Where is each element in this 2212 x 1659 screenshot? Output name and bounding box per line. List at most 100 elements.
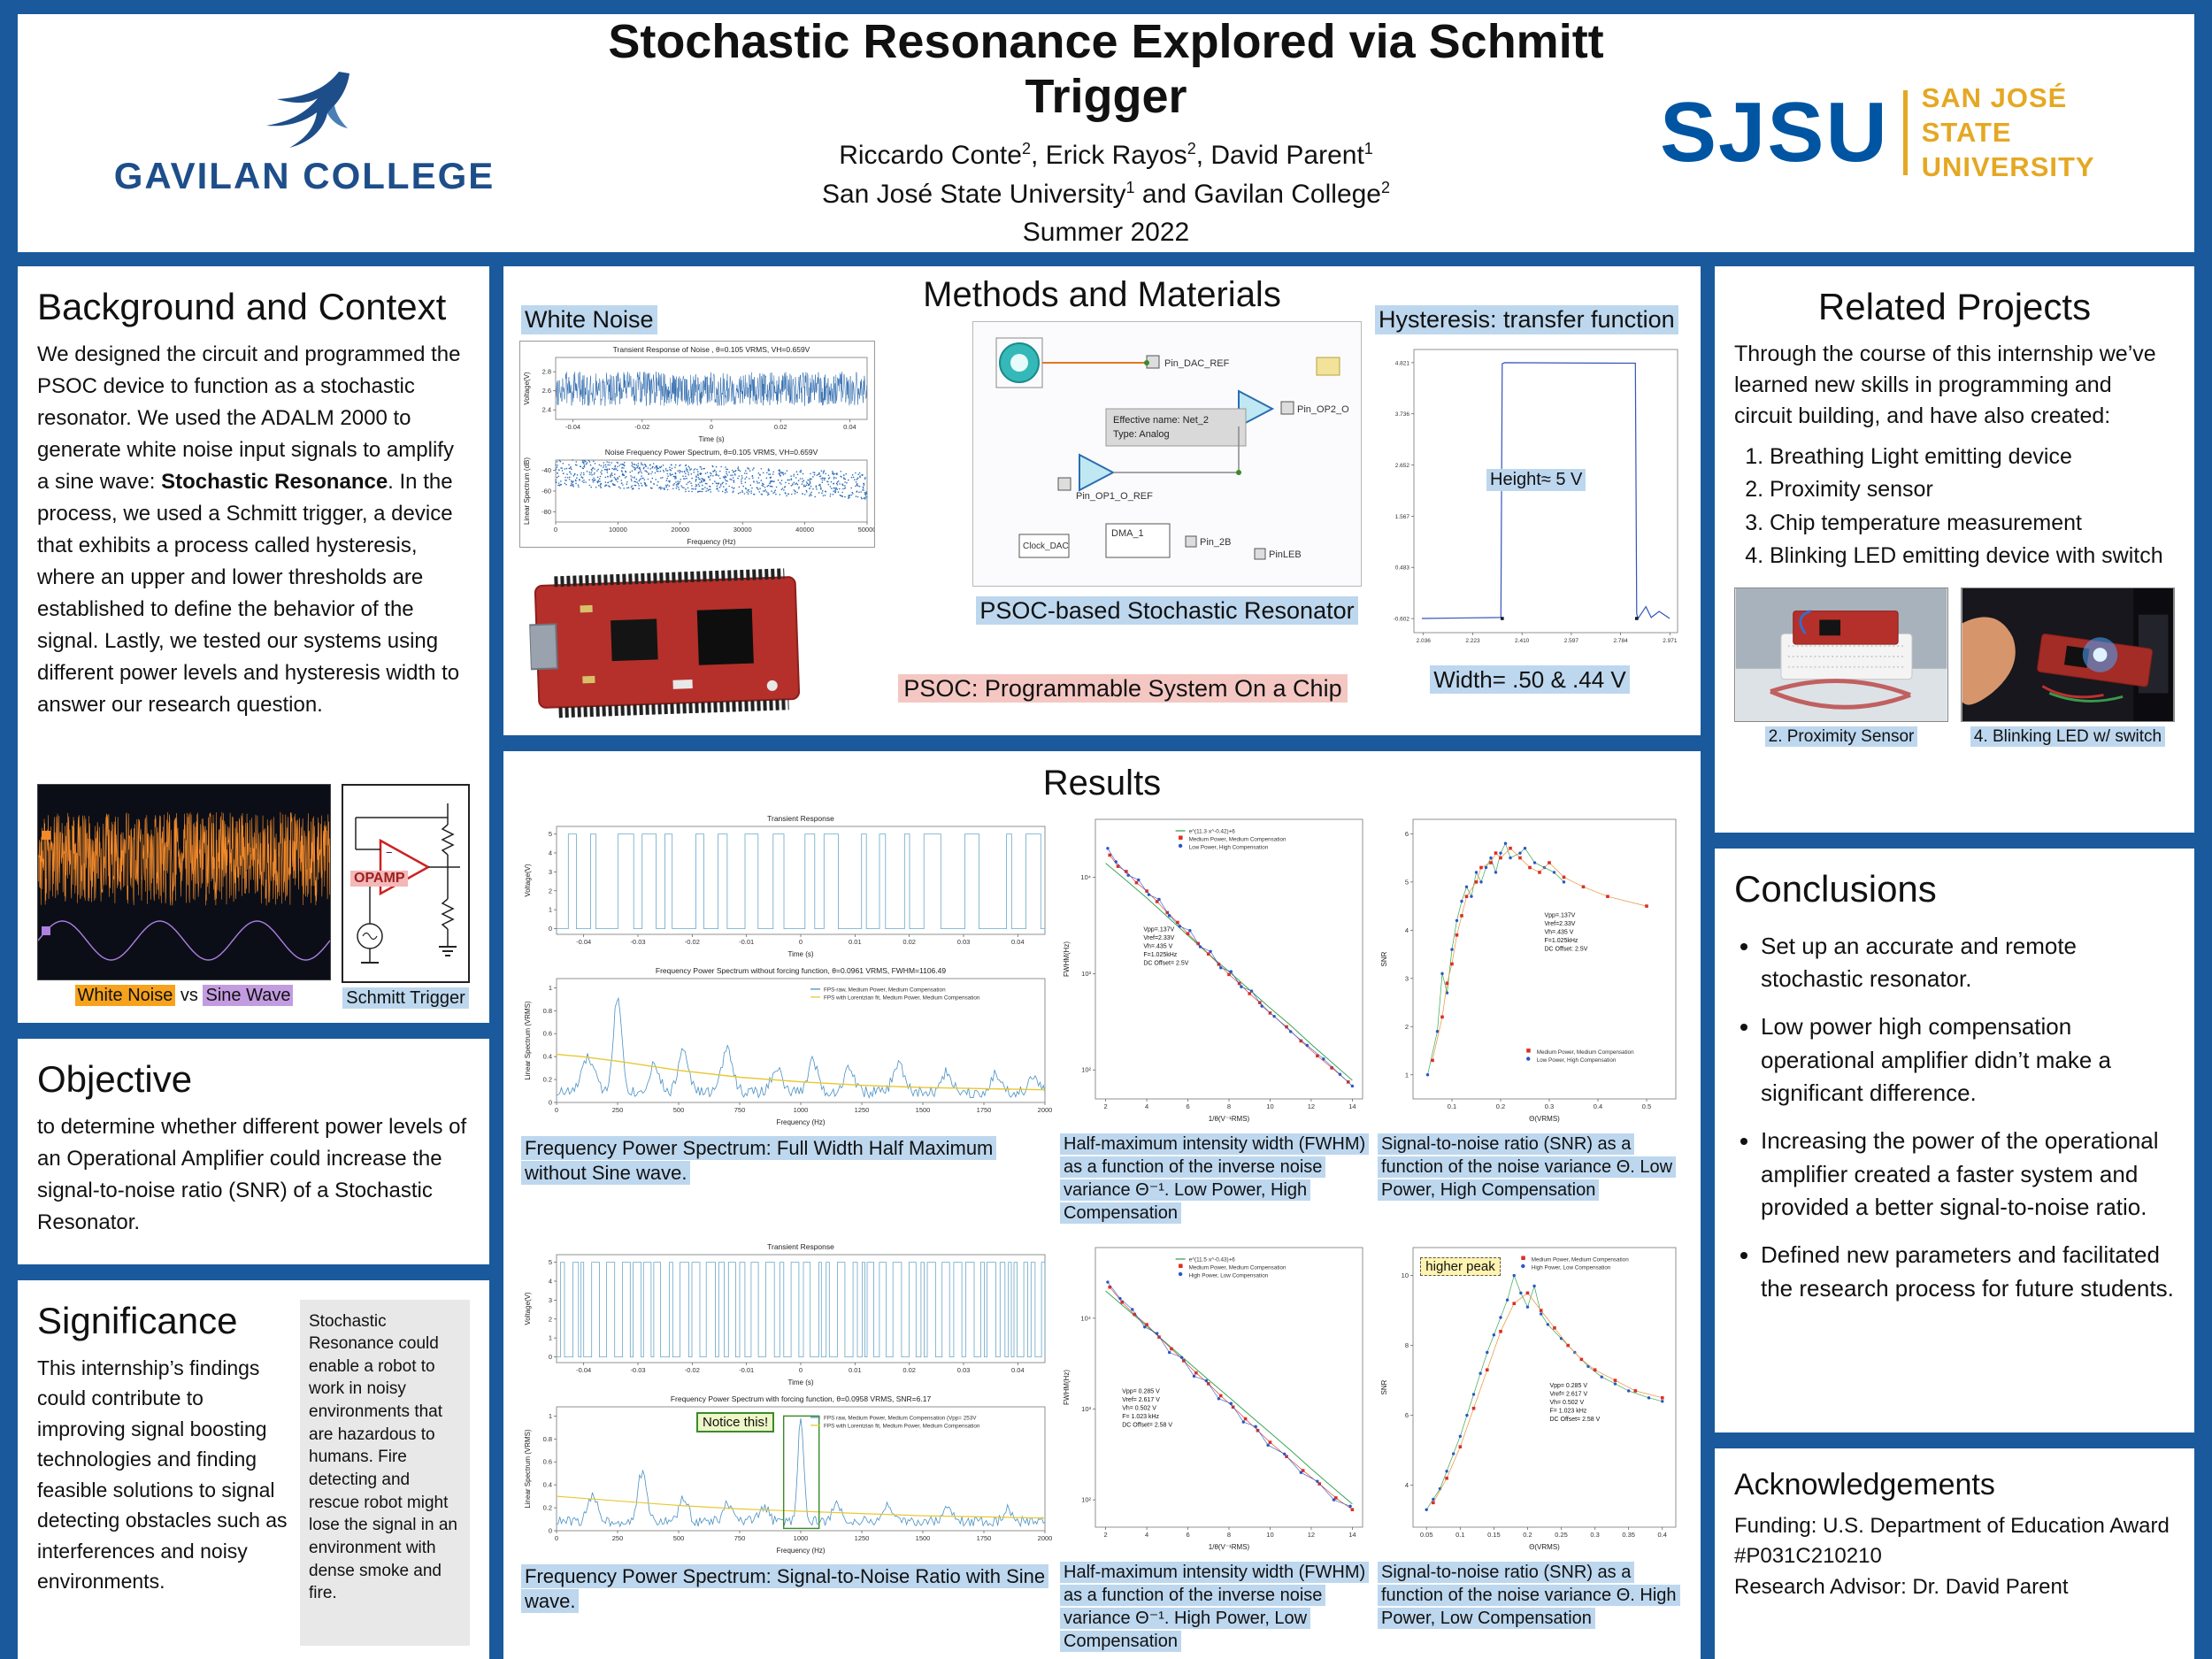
poster-columns: Background and Context We designed the c… xyxy=(18,265,2194,1659)
svg-text:1250: 1250 xyxy=(855,1534,870,1542)
svg-text:0.05: 0.05 xyxy=(1420,1531,1433,1539)
sjsu-logo: SJSU SAN JOSÉ STATE UNIVERSITY xyxy=(1660,81,2155,184)
svg-text:0.01: 0.01 xyxy=(849,1366,862,1374)
advisor-line: Research Advisor: Dr. David Parent xyxy=(1734,1575,2069,1600)
svg-text:2.4: 2.4 xyxy=(542,405,551,413)
svg-text:-0.03: -0.03 xyxy=(630,938,645,946)
conclusion-item-2: Low power high compensation operational … xyxy=(1761,1010,2175,1110)
title-block: Stochastic Resonance Explored via Schmit… xyxy=(577,14,1635,252)
svg-text:2: 2 xyxy=(1104,1102,1108,1110)
schematic-pin-op2-label: Pin_OP2_O xyxy=(1297,404,1349,415)
svg-text:10³: 10³ xyxy=(1081,969,1091,977)
background-heading: Background and Context xyxy=(37,285,447,327)
svg-text:Vref= 2.617 V: Vref= 2.617 V xyxy=(1122,1396,1160,1402)
svg-text:Vh=.435 V: Vh=.435 V xyxy=(1143,943,1172,949)
svg-text:2: 2 xyxy=(1104,1531,1108,1539)
svg-text:Medium Power, Medium Compensat: Medium Power, Medium Compensation xyxy=(1189,836,1286,842)
white-noise-figure: -0.04 -0.02 0 0.02 0.04 2.4 2.6 2.8 Transient Re… xyxy=(519,340,875,548)
svg-text:2.8: 2.8 xyxy=(542,367,551,375)
svg-text:-0.04: -0.04 xyxy=(565,423,580,431)
svg-text:Vpp= 0.285 V: Vpp= 0.285 V xyxy=(1549,1383,1587,1389)
svg-text:4.821: 4.821 xyxy=(1395,360,1410,366)
svg-text:e^(11.3·x^-0.42)+6: e^(11.3·x^-0.42)+6 xyxy=(1189,828,1236,834)
svg-text:0.8: 0.8 xyxy=(543,1434,552,1442)
svg-text:5: 5 xyxy=(1405,878,1409,886)
schmitt-trigger-figure: − + xyxy=(342,783,470,1009)
svg-text:0.4: 0.4 xyxy=(1658,1531,1667,1539)
svg-text:1000: 1000 xyxy=(794,1106,809,1114)
svg-text:1: 1 xyxy=(549,905,552,913)
svg-text:F=1.025kHz: F=1.025kHz xyxy=(1545,938,1578,944)
caption-spectrum-sine: Frequency Power Spectrum: Signal-to-Nois… xyxy=(521,1563,1052,1615)
svg-text:12: 12 xyxy=(1308,1102,1315,1110)
caption-snr-high: Signal-to-noise ratio (SNR) as a functio… xyxy=(1378,1561,1683,1630)
svg-text:40000: 40000 xyxy=(795,526,814,534)
proximity-sensor-caption: 2. Proximity Sensor xyxy=(1764,726,1918,747)
svg-text:1: 1 xyxy=(549,1333,552,1341)
objective-panel: Objective to determine whether different… xyxy=(18,1038,489,1264)
caption-fwhm-high: Half-maximum intensity width (FWHM) as a… xyxy=(1060,1561,1370,1653)
svg-text:2.597: 2.597 xyxy=(1564,638,1579,644)
svg-text:F= 1.023 kHz: F= 1.023 kHz xyxy=(1122,1413,1159,1419)
svg-text:Voltage(V): Voltage(V) xyxy=(524,1291,532,1325)
svg-text:0: 0 xyxy=(549,1098,552,1106)
opamp-label: OPAMP xyxy=(350,870,409,887)
svg-text:1: 1 xyxy=(549,1411,552,1419)
svg-text:Frequency (Hz): Frequency (Hz) xyxy=(776,1118,825,1126)
related-photos: 2. Proximity Sensor xyxy=(1734,587,2175,747)
methods-panel: Methods and Materials White Noise -0.04-… xyxy=(503,265,1701,735)
svg-text:1500: 1500 xyxy=(916,1106,931,1114)
svg-text:3: 3 xyxy=(549,867,552,875)
snr-chart-2: higher peak 0.05 0.1 0.15 0.2 0.25 0.3 0.35 0.4… xyxy=(1378,1238,1683,1552)
svg-text:Time (s): Time (s) xyxy=(698,435,724,443)
sjsu-acronym: SJSU xyxy=(1660,85,1889,180)
svg-text:0.04: 0.04 xyxy=(1011,938,1025,946)
svg-text:5: 5 xyxy=(549,830,552,838)
schematic-dma-label: DMA_1 xyxy=(1111,528,1144,539)
svg-text:250: 250 xyxy=(612,1106,624,1114)
schematic-pin2b-label: Pin_2B xyxy=(1200,537,1231,548)
results-fig-snr-high: higher peak 0.05 0.1 0.15 0.2 0.25 0.3 0.35 0.4… xyxy=(1378,1238,1683,1653)
svg-text:High Power, Low Compensation: High Power, Low Compensation xyxy=(1189,1272,1269,1279)
svg-text:0: 0 xyxy=(549,925,552,933)
svg-text:2.410: 2.410 xyxy=(1515,638,1530,644)
svg-text:30000: 30000 xyxy=(733,526,752,534)
svg-text:1500: 1500 xyxy=(916,1534,931,1542)
blinking-led-photo xyxy=(1961,587,2175,722)
white-noise-label: White Noise xyxy=(521,304,657,334)
gavilan-logo-text: GAVILAN COLLEGE xyxy=(113,155,495,197)
related-item-2: Proximity sensor xyxy=(1770,473,2175,507)
funding-line: Funding: U.S. Department of Education Aw… xyxy=(1734,1513,2170,1569)
svg-text:0: 0 xyxy=(799,938,803,946)
higher-peak-annotation: higher peak xyxy=(1420,1256,1501,1276)
background-figures: White Noise vs Sine Wave − + xyxy=(37,783,470,1009)
svg-text:Vh=.435 V: Vh=.435 V xyxy=(1545,929,1574,935)
results-fig-fwhm-high: 2 4 6 8 10 12 14 10² 10³ 10⁴ 1/θ(V⁻¹RMS) FWHM(Hz) Vp… xyxy=(1060,1238,1370,1653)
conclusion-item-3: Increasing the power of the operational … xyxy=(1761,1125,2175,1225)
svg-text:0.6: 0.6 xyxy=(543,1457,552,1465)
svg-text:DC Offset= 2.5V: DC Offset= 2.5V xyxy=(1143,960,1188,966)
svg-text:6: 6 xyxy=(1186,1102,1189,1110)
noise-spectrum-chart: 0 10000 20000 30000 40000 50000 -80 -60 -40 Noise… xyxy=(520,443,874,547)
svg-text:Voltage(V): Voltage(V) xyxy=(524,863,532,896)
acknowledgements-panel: Acknowledgements Funding: U.S. Departmen… xyxy=(1715,1448,2194,1659)
results-fig-snr-low: 0.1 0.2 0.3 0.4 0.5 1 2 3 4 5 6 Θ(VRMS) SNR Vpp=.137V… xyxy=(1378,810,1683,1225)
caption-fwhm-low: Half-maximum intensity width (FWHM) as a… xyxy=(1060,1133,1370,1225)
fwhm-chart-1: 2 4 6 8 10 12 14 10² 10³ 10⁴ 1/θ(V⁻¹RMS) FWHM(Hz) Vp… xyxy=(1060,810,1370,1124)
height-annotation: Height≈ 5 V xyxy=(1486,468,1586,491)
svg-text:Medium Power, Medium Compensat: Medium Power, Medium Compensation xyxy=(1189,1264,1286,1271)
svg-text:Low Power, High Compensation: Low Power, High Compensation xyxy=(1537,1057,1617,1064)
svg-text:0: 0 xyxy=(799,1366,803,1374)
svg-text:−: − xyxy=(386,846,393,859)
svg-text:1000: 1000 xyxy=(794,1534,809,1542)
blinking-led-figure: 4. Blinking LED w/ switch xyxy=(1961,587,2175,747)
svg-text:0.5: 0.5 xyxy=(1642,1102,1651,1110)
svg-text:0.02: 0.02 xyxy=(902,938,916,946)
significance-heading: Significance xyxy=(37,1299,238,1341)
svg-text:4: 4 xyxy=(549,849,552,856)
svg-text:2.652: 2.652 xyxy=(1395,463,1410,469)
svg-text:0: 0 xyxy=(555,1534,558,1542)
svg-text:8: 8 xyxy=(1227,1531,1231,1539)
svg-text:6: 6 xyxy=(1405,1411,1409,1419)
scope-channel2-marker xyxy=(42,926,50,935)
